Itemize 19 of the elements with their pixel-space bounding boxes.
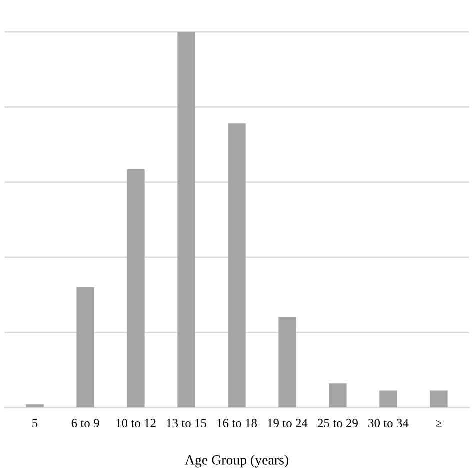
x-tick-label: 6 to 9	[72, 419, 100, 428]
x-tick-label: 16 to 18	[218, 419, 258, 428]
bar	[127, 169, 145, 408]
bar	[178, 32, 196, 408]
x-tick-label: ≥	[436, 420, 442, 428]
x-tick-label: 13 to 15	[167, 419, 207, 428]
x-axis-title: Age Group (years)	[185, 455, 288, 468]
bar	[380, 390, 398, 408]
x-tick-label: 19 to 24	[268, 419, 308, 428]
bar	[329, 384, 347, 408]
x-tick-label: 25 to 29	[318, 419, 358, 428]
bar	[430, 390, 448, 408]
bar	[278, 317, 296, 408]
bar	[76, 287, 94, 408]
x-tick-label: 5	[32, 419, 38, 428]
x-tick-label: 10 to 12	[116, 419, 156, 428]
x-tick-label: 30 to 34	[368, 419, 409, 428]
bar	[26, 404, 44, 408]
bar	[228, 124, 246, 408]
